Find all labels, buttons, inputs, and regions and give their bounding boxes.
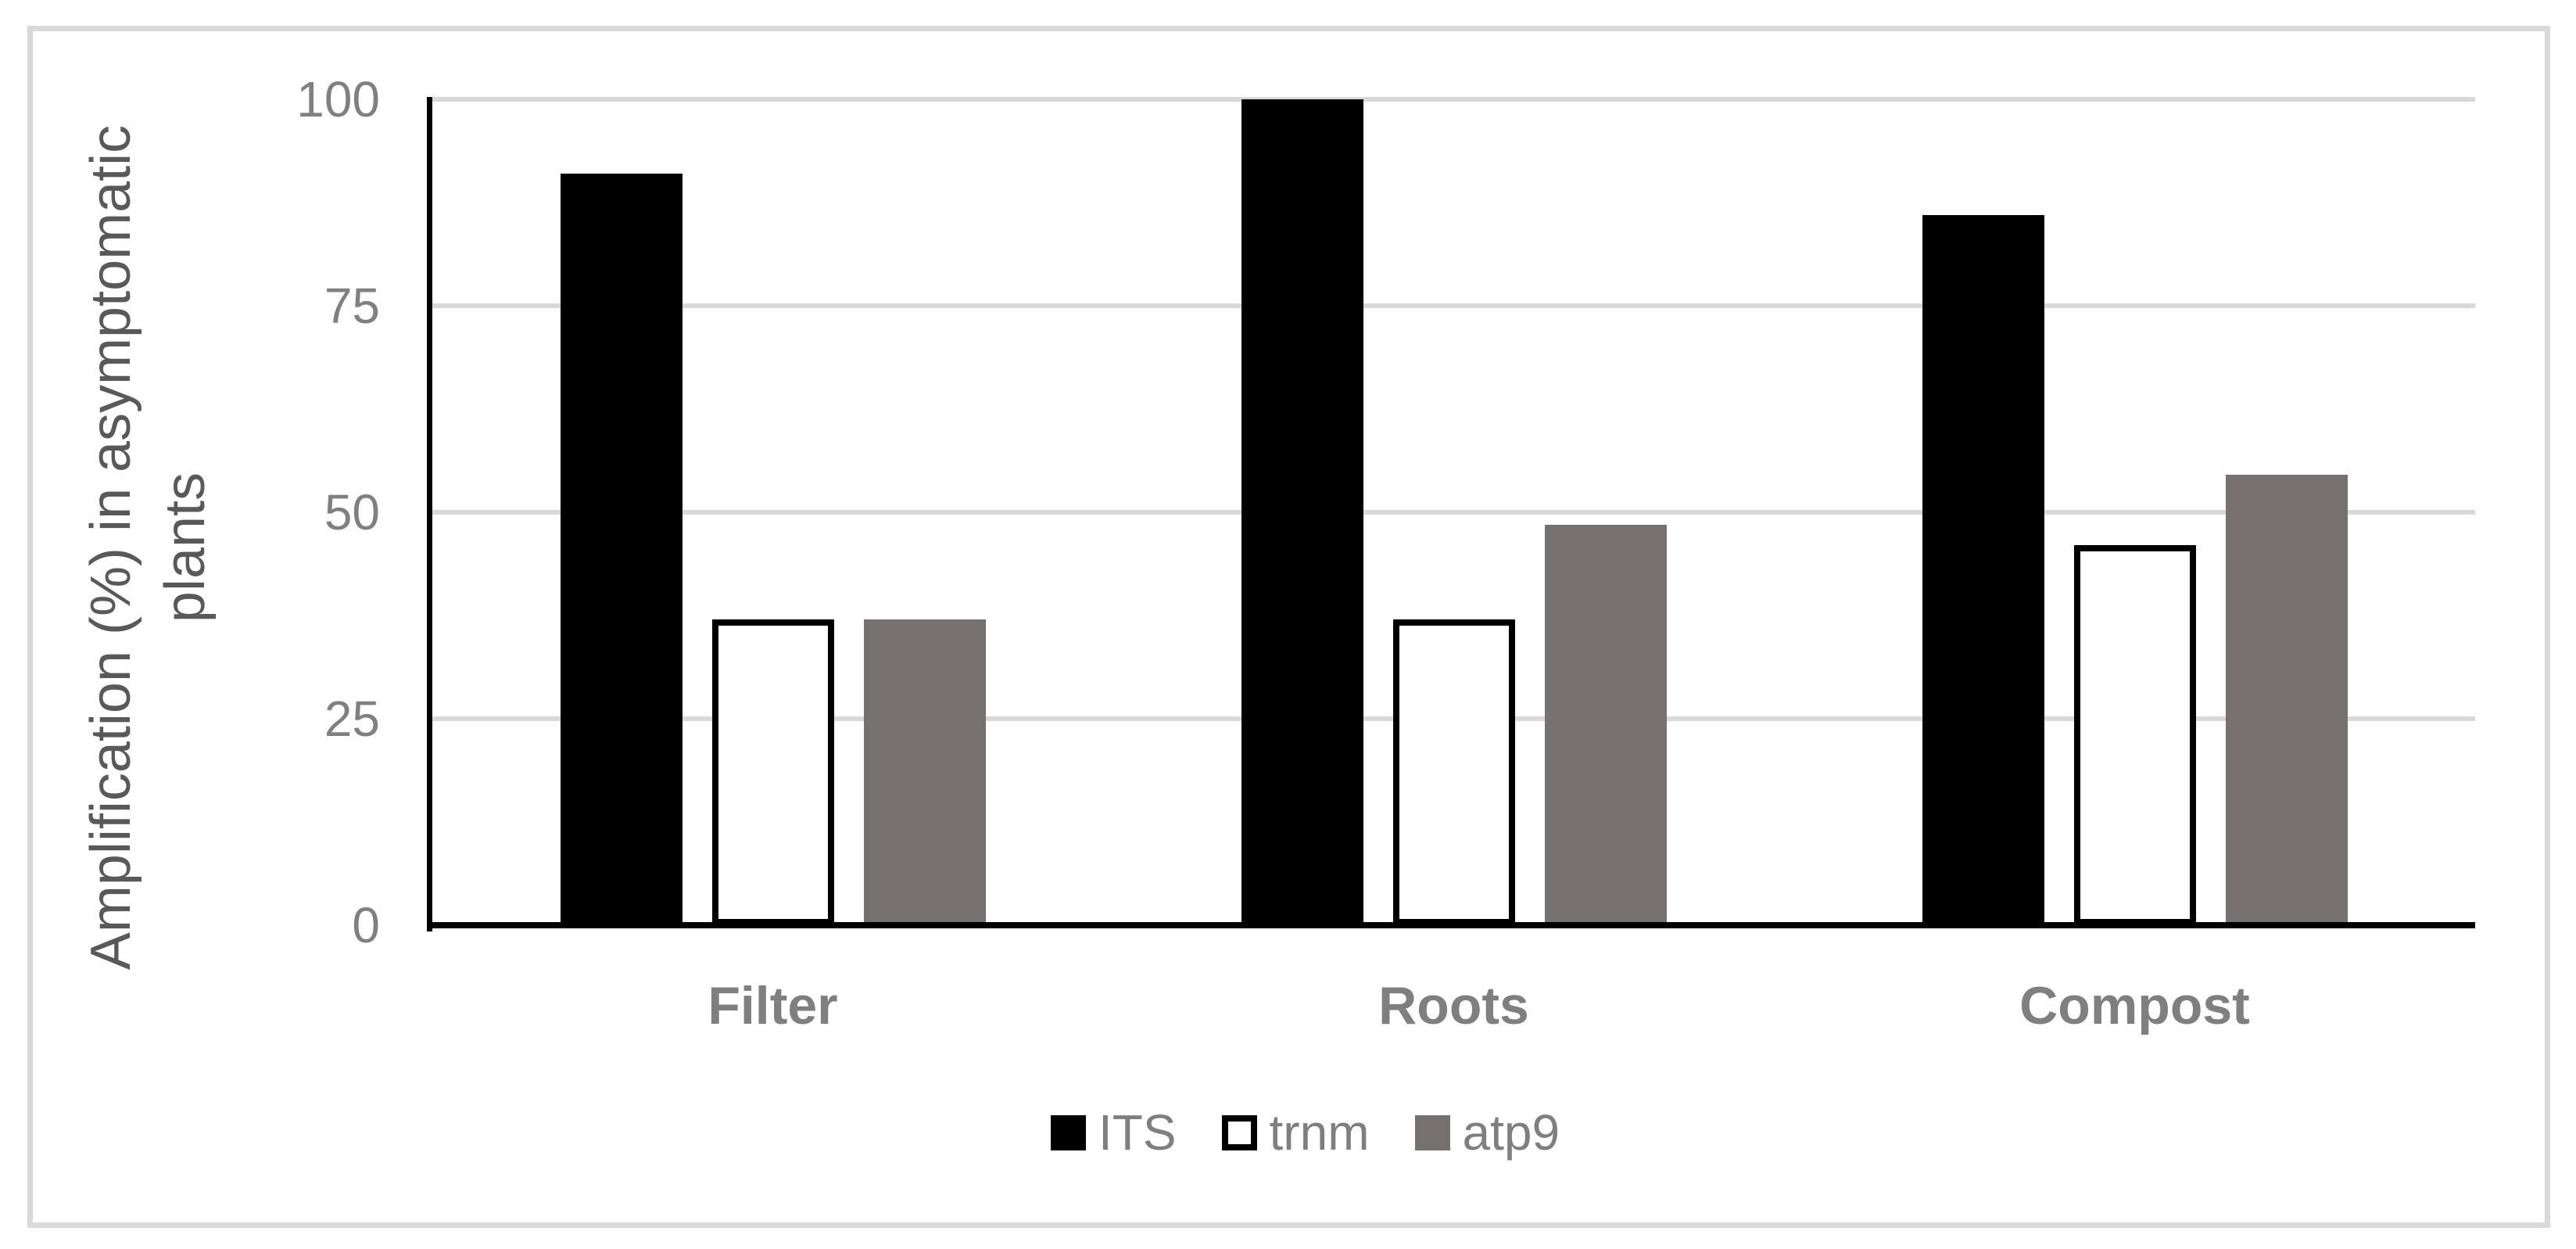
y-tick-label-50: 50 — [324, 484, 380, 540]
legend: ITS trnm atp9 — [0, 1095, 2576, 1170]
gridline-50 — [432, 510, 2475, 515]
bar-ITS-Roots — [1241, 99, 1363, 925]
legend-label-atp9: atp9 — [1462, 1104, 1560, 1161]
y-axis-title: Amplification (%) in asymptomatic plants — [74, 0, 223, 1095]
y-axis-title-line1: Amplification (%) in asymptomatic — [80, 124, 142, 971]
bar-trnm-Roots — [1393, 619, 1515, 925]
category-label-Compost: Compost — [2019, 976, 2250, 1035]
y-tick-label-25: 25 — [324, 691, 380, 747]
y-tick-label-0: 0 — [352, 897, 380, 953]
gridline-75 — [432, 303, 2475, 308]
bar-trnm-Compost — [2074, 545, 2196, 925]
bar-atp9-Filter — [864, 619, 986, 925]
category-label-Filter: Filter — [708, 976, 838, 1035]
bar-ITS-Filter — [561, 174, 683, 925]
legend-label-trnm: trnm — [1269, 1104, 1370, 1161]
legend-label-ITS: ITS — [1098, 1104, 1177, 1161]
category-label-Roots: Roots — [1378, 976, 1529, 1035]
bar-atp9-Compost — [2226, 475, 2348, 925]
legend-item-ITS: ITS — [1050, 1104, 1177, 1161]
legend-marker-atp9 — [1414, 1114, 1450, 1150]
gridline-100 — [432, 97, 2475, 102]
bar-trnm-Filter — [712, 619, 834, 925]
legend-marker-ITS — [1050, 1114, 1086, 1150]
legend-marker-trnm — [1221, 1114, 1257, 1150]
legend-item-atp9: atp9 — [1414, 1104, 1560, 1161]
legend-item-trnm: trnm — [1221, 1104, 1370, 1161]
figure-border — [27, 26, 2550, 1228]
bar-atp9-Roots — [1545, 525, 1667, 925]
y-tick-label-100: 100 — [296, 71, 380, 127]
y-axis-line — [427, 97, 432, 931]
x-axis-line — [427, 922, 2475, 928]
bar-ITS-Compost — [1922, 215, 2044, 925]
y-tick-label-75: 75 — [324, 278, 380, 334]
